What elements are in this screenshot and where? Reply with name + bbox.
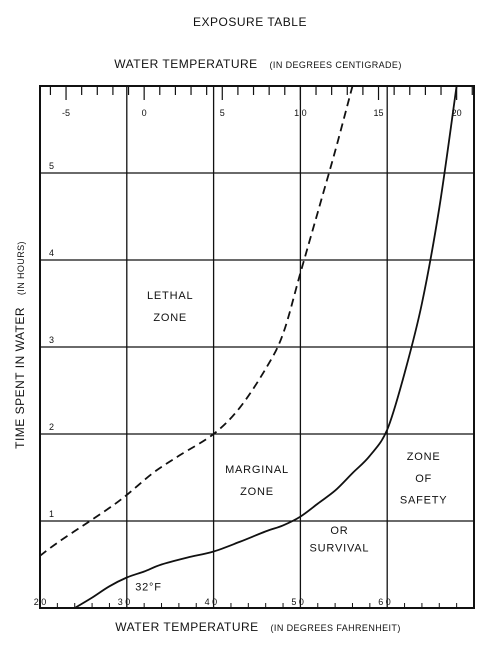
plot-area: -5 0 5 1 0 15 20 2 0 3 0 4 0 5 0 6 0 1 2 3 4 5 32°F LETHA… <box>34 85 475 609</box>
y-axis-label: TIME SPENT IN WATER (IN HOURS) <box>13 241 27 449</box>
y-tick-label: 2 <box>49 422 54 432</box>
zone-annotation: ZONE <box>407 451 441 463</box>
fahrenheit-tick-label: 5 0 <box>291 597 304 607</box>
y-tick-label: 4 <box>49 248 54 258</box>
y-tick-label: 1 <box>49 509 54 519</box>
celsius-tick-label: 0 <box>142 108 147 118</box>
celsius-tick-label: -5 <box>62 108 70 118</box>
safety-boundary-line <box>74 85 458 609</box>
celsius-tick-label: 5 <box>220 108 225 118</box>
fahrenheit-tick-label: 2 0 <box>34 597 47 607</box>
fahrenheit-tick-label: 3 0 <box>118 597 131 607</box>
zone-annotation: MARGINAL <box>225 464 289 476</box>
zone-annotation: ZONE <box>153 312 187 324</box>
zone-annotation: ZONE <box>240 486 274 498</box>
celsius-tick-label: 15 <box>374 108 384 118</box>
chart-title: EXPOSURE TABLE <box>193 15 307 29</box>
x-axis-bottom-label-main: WATER TEMPERATURE <box>115 620 258 634</box>
y-tick-label: 5 <box>49 161 54 171</box>
fahrenheit-tick-label: 4 0 <box>205 597 218 607</box>
x-axis-top-label-main: WATER TEMPERATURE <box>114 57 257 71</box>
zone-annotation: OR <box>330 525 348 537</box>
zone-annotation: 32°F <box>135 582 162 594</box>
celsius-tick-label: 1 0 <box>294 108 307 118</box>
x-axis-bottom-label: WATER TEMPERATURE (IN DEGREES FAHRENHEIT… <box>115 620 400 634</box>
zone-annotation: SAFETY <box>400 495 448 507</box>
zone-annotation: OF <box>415 473 432 485</box>
y-tick-label: 3 <box>49 335 54 345</box>
y-axis-label-unit: (IN HOURS) <box>16 241 26 295</box>
y-axis-label-main: TIME SPENT IN WATER <box>13 307 27 449</box>
zone-annotation: LETHAL <box>147 290 193 302</box>
zone-annotation: SURVIVAL <box>310 542 370 554</box>
x-axis-bottom-label-unit: (IN DEGREES FAHRENHEIT) <box>271 623 401 633</box>
lethal-boundary-line <box>39 85 354 557</box>
x-axis-top-label: WATER TEMPERATURE (IN DEGREES CENTIGRADE… <box>114 57 401 71</box>
celsius-tick-label: 20 <box>452 108 462 118</box>
x-axis-top-label-unit: (IN DEGREES CENTIGRADE) <box>270 60 402 70</box>
fahrenheit-tick-label: 6 0 <box>378 597 391 607</box>
